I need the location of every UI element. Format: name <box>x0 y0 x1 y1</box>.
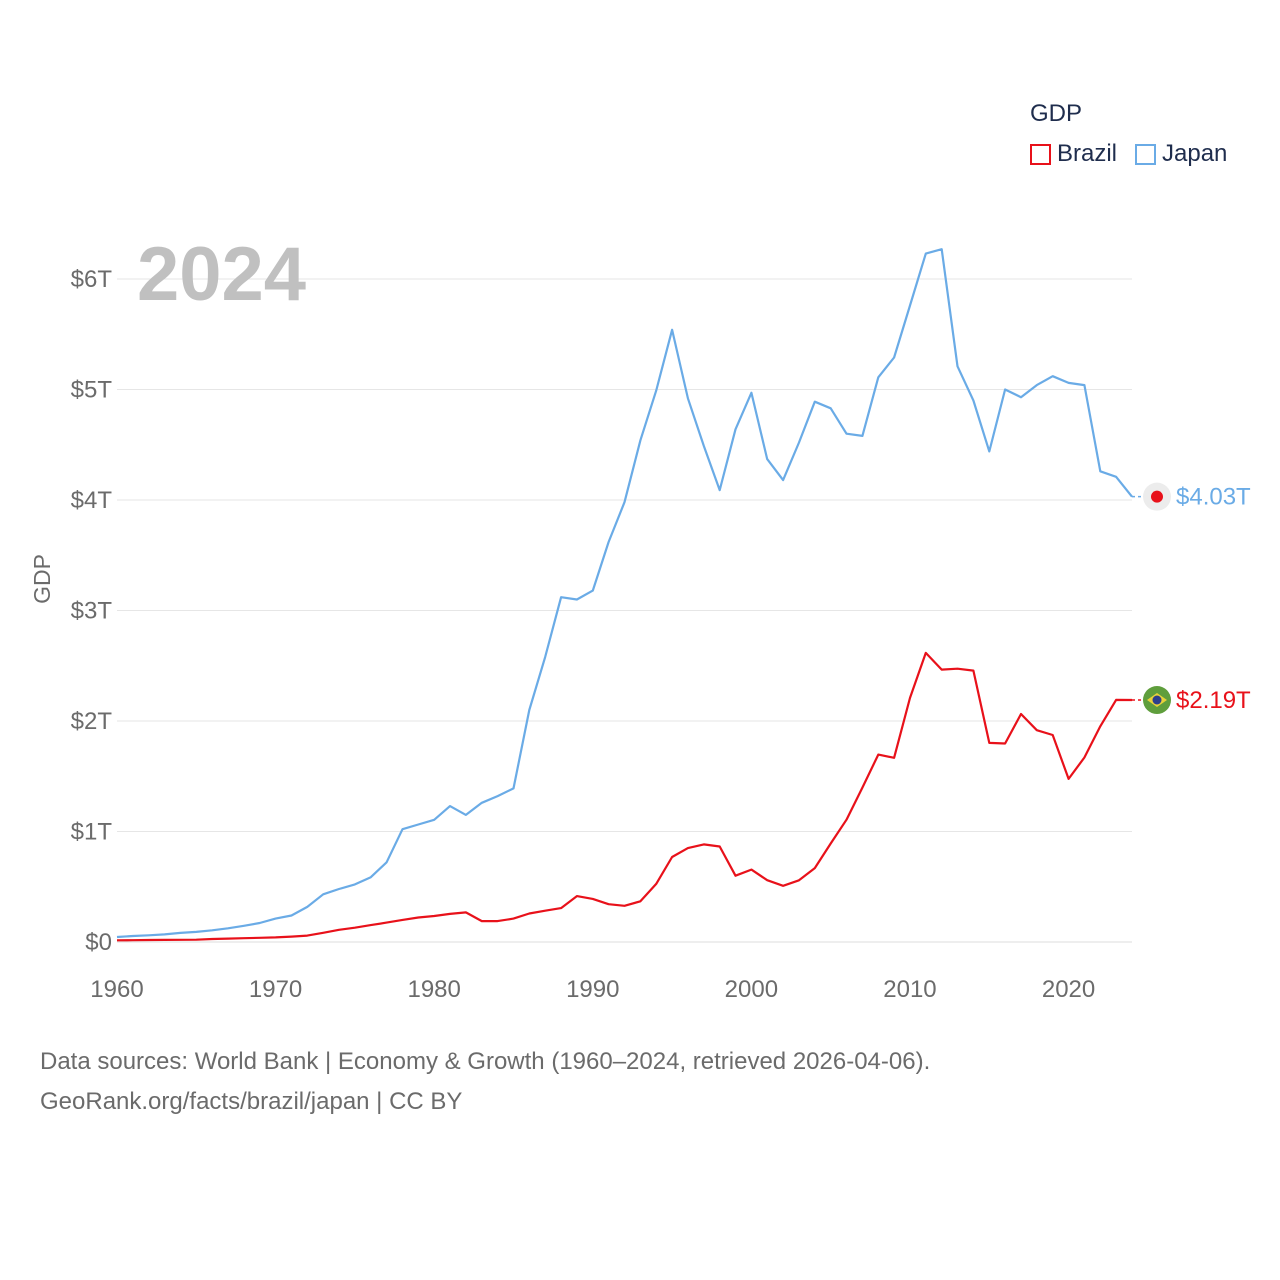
end-markers: $4.03T $2.19T <box>1132 482 1251 715</box>
legend-item-japan[interactable]: Japan <box>1135 140 1227 168</box>
y-axis-ticks: $0 $1T $2T $3T $4T $5T $6T <box>71 266 113 956</box>
x-tick-label: 1980 <box>407 976 460 1003</box>
y-tick-label: $2T <box>71 708 113 735</box>
data-sources: Data sources: World Bank | Economy & Gro… <box>40 1042 930 1122</box>
series-lines <box>116 248 1133 942</box>
flag-brazil-globe-icon <box>1152 695 1162 705</box>
legend-label-brazil: Brazil <box>1057 140 1118 167</box>
y-tick-label: $3T <box>71 598 113 625</box>
sources-line-2: GeoRank.org/facts/brazil/japan | CC BY <box>40 1088 463 1115</box>
legend-swatch-brazil <box>1030 143 1051 165</box>
legend-item-brazil[interactable]: Brazil <box>1030 140 1117 168</box>
x-axis-ticks: 1960 1970 1980 1990 2000 2010 2020 <box>90 976 1095 1003</box>
y-tick-label: $1T <box>71 819 113 846</box>
legend-swatch-japan <box>1135 143 1157 165</box>
flag-japan-sun-icon <box>1151 490 1163 503</box>
legend: GDP Brazil Japan <box>1030 100 1227 168</box>
series-line-japan <box>116 248 1133 939</box>
x-tick-label: 1970 <box>249 976 302 1003</box>
x-tick-label: 1960 <box>90 976 143 1003</box>
sources-line-1: Data sources: World Bank | Economy & Gro… <box>40 1048 931 1075</box>
gdp-line-chart: $0 $1T $2T $3T $4T $5T $6T 1960 1970 1980 1990 200… <box>29 232 1251 1003</box>
series-line-brazil <box>116 651 1133 942</box>
end-value-label-brazil: $2.19T <box>1176 687 1251 714</box>
y-tick-label: $6T <box>71 266 113 293</box>
x-tick-label: 2010 <box>883 976 936 1003</box>
x-tick-label: 1990 <box>566 976 619 1003</box>
gridlines <box>117 278 1132 943</box>
y-tick-label: $4T <box>71 487 113 514</box>
year-watermark: 2024 <box>137 232 306 317</box>
y-tick-label: $5T <box>71 377 113 404</box>
x-tick-label: 2000 <box>725 976 778 1003</box>
legend-title: GDP <box>1030 100 1083 127</box>
end-value-label-japan: $4.03T <box>1176 484 1251 511</box>
legend-label-japan: Japan <box>1162 140 1228 167</box>
y-axis-label: GDP <box>29 554 55 604</box>
x-tick-label: 2020 <box>1042 976 1095 1003</box>
y-tick-label: $0 <box>85 929 112 956</box>
